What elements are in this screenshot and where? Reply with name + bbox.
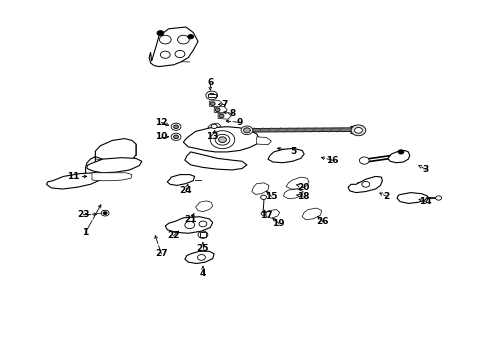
Text: 15: 15 [264, 192, 277, 201]
Text: 26: 26 [316, 217, 328, 226]
Circle shape [354, 127, 362, 133]
Polygon shape [347, 176, 382, 193]
Text: 8: 8 [229, 109, 235, 118]
Circle shape [175, 50, 184, 58]
Text: 23: 23 [77, 210, 89, 219]
Text: 1: 1 [82, 228, 88, 237]
Polygon shape [46, 173, 102, 189]
Circle shape [103, 212, 107, 215]
Polygon shape [285, 177, 308, 189]
Circle shape [210, 131, 234, 149]
Circle shape [359, 157, 368, 164]
Circle shape [210, 102, 215, 105]
Circle shape [397, 150, 403, 154]
Polygon shape [218, 113, 231, 119]
Circle shape [200, 233, 205, 237]
Circle shape [171, 123, 181, 130]
Circle shape [261, 212, 265, 215]
Polygon shape [183, 127, 259, 152]
Circle shape [197, 255, 205, 260]
Text: 22: 22 [167, 231, 180, 240]
Polygon shape [207, 123, 221, 130]
Polygon shape [85, 139, 136, 181]
Text: 13: 13 [206, 132, 219, 141]
Circle shape [205, 91, 217, 100]
Circle shape [184, 221, 194, 229]
Text: 19: 19 [272, 219, 285, 228]
Circle shape [173, 135, 178, 139]
Circle shape [173, 125, 178, 129]
Polygon shape [92, 173, 132, 181]
Polygon shape [302, 208, 321, 220]
Text: 9: 9 [236, 118, 243, 127]
Circle shape [159, 35, 171, 44]
Circle shape [177, 35, 189, 44]
Circle shape [350, 125, 365, 136]
Circle shape [218, 137, 226, 143]
Polygon shape [195, 201, 212, 212]
Text: 27: 27 [155, 249, 167, 258]
Bar [207, 94, 215, 97]
Polygon shape [256, 137, 271, 145]
Circle shape [199, 221, 206, 227]
Circle shape [208, 93, 214, 98]
Text: 17: 17 [260, 211, 272, 220]
Polygon shape [165, 217, 212, 233]
Polygon shape [167, 175, 194, 185]
Polygon shape [87, 158, 142, 173]
Circle shape [198, 231, 207, 238]
Circle shape [211, 124, 217, 129]
Polygon shape [251, 183, 268, 194]
Text: 24: 24 [179, 186, 192, 195]
Text: 6: 6 [207, 78, 213, 87]
Text: 7: 7 [221, 100, 228, 109]
Text: 4: 4 [199, 269, 206, 278]
Polygon shape [267, 148, 304, 163]
Polygon shape [184, 251, 214, 264]
Text: 25: 25 [196, 244, 209, 253]
Text: 18: 18 [296, 192, 309, 201]
Text: 5: 5 [290, 147, 296, 156]
Text: 12: 12 [155, 118, 167, 127]
Circle shape [157, 31, 163, 36]
Circle shape [219, 114, 224, 118]
Polygon shape [387, 150, 409, 163]
Circle shape [101, 210, 109, 216]
Text: 14: 14 [418, 197, 431, 206]
Text: 21: 21 [184, 215, 197, 224]
Circle shape [171, 133, 181, 140]
Circle shape [243, 128, 250, 133]
Circle shape [160, 51, 170, 58]
Text: 11: 11 [67, 172, 80, 181]
Circle shape [435, 196, 441, 200]
Polygon shape [184, 152, 246, 170]
Circle shape [187, 35, 193, 39]
Circle shape [215, 108, 220, 112]
Bar [200, 232, 205, 238]
Text: 10: 10 [155, 132, 167, 141]
Polygon shape [283, 189, 303, 199]
Circle shape [260, 195, 266, 199]
Text: 2: 2 [383, 192, 388, 201]
Text: 16: 16 [325, 156, 338, 165]
Circle shape [361, 181, 369, 187]
Polygon shape [265, 210, 279, 218]
Polygon shape [396, 193, 427, 203]
Polygon shape [209, 100, 222, 107]
Circle shape [215, 134, 229, 145]
Polygon shape [214, 107, 227, 113]
Text: 20: 20 [296, 183, 309, 192]
Text: 3: 3 [422, 165, 427, 174]
Circle shape [241, 126, 252, 135]
Polygon shape [149, 27, 198, 67]
